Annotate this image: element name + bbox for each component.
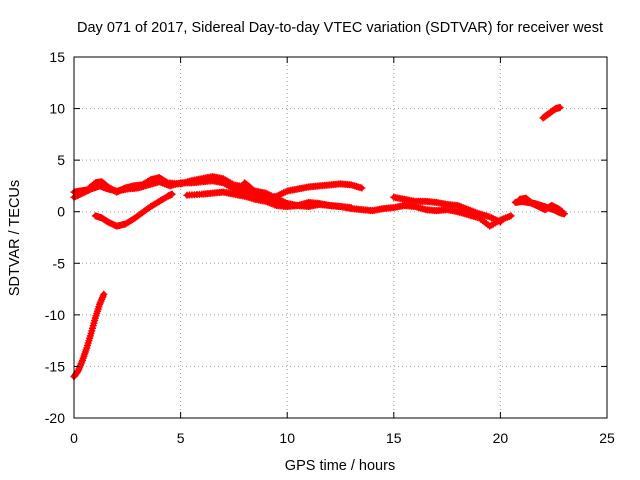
y-tick-label: 10 [49,101,65,117]
data-point [168,190,176,198]
data-point [558,208,566,216]
series-arc-end-upper [516,194,566,216]
x-tick-label: 25 [599,430,615,446]
x-tick-label: 10 [279,430,295,446]
y-tick-label: 0 [57,204,65,220]
series-arc-main-lower [70,177,291,210]
y-axis-label: SDTVAR / TECUs [7,180,23,296]
data-point [100,290,108,298]
y-tick-label: 5 [57,152,65,168]
data-point [507,212,515,220]
chart-title: Day 071 of 2017, Sidereal Day-to-day VTE… [77,20,603,36]
y-tick-label: 15 [49,49,65,65]
y-tick-label: -20 [45,410,65,426]
data-point [496,218,504,226]
x-axis-label: GPS time / hours [285,458,395,474]
x-tick-label: 15 [386,430,402,446]
series-arc-late-upper [390,193,504,226]
y-tick-label: -5 [53,255,66,271]
plot-frame [73,56,608,419]
series-arc-dip [91,190,176,230]
series-arc-end-high [539,104,564,122]
axis-ticks [73,56,608,419]
data-series [70,104,568,381]
x-tick-label: 0 [70,430,78,446]
x-tick-labels: 0 5 10 15 20 25 [70,430,615,446]
series-arc-early-steep [70,290,108,381]
series-arc-late-main [283,199,515,230]
y-tick-label: -15 [45,358,65,374]
y-tick-labels: -20 -15 -10 -5 0 5 10 15 [45,49,65,426]
series-arc-mid-upper [241,179,366,203]
x-tick-label: 20 [493,430,509,446]
y-tick-label: -10 [45,307,65,323]
grid-lines [74,57,607,418]
data-point [358,184,366,192]
data-point [556,104,564,112]
x-tick-label: 5 [177,430,185,446]
